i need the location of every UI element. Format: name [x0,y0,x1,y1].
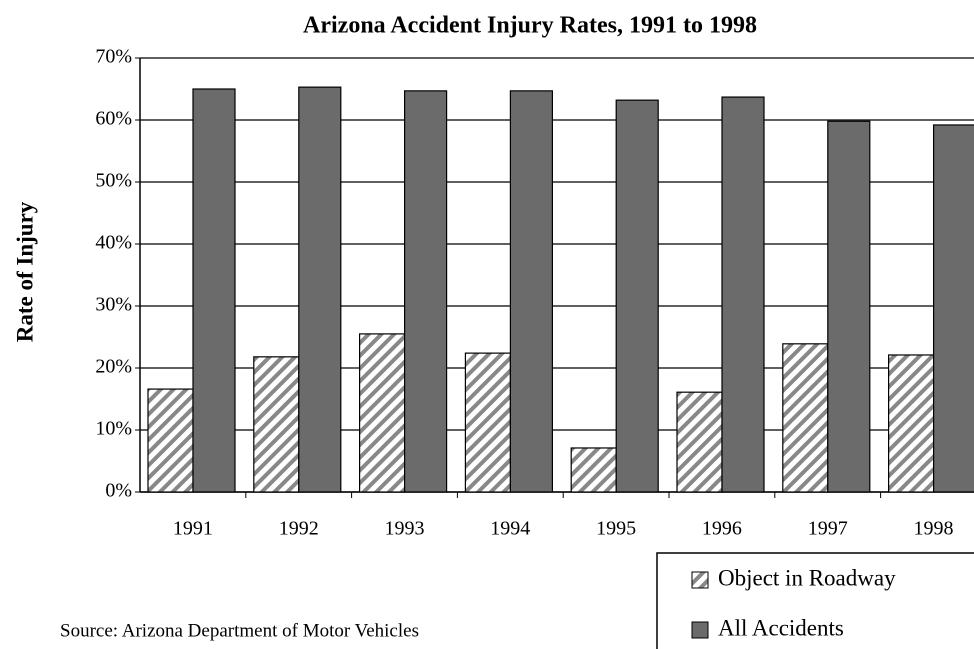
x-tick-label: 1994 [490,518,530,540]
bar [404,90,448,493]
y-tick-label: 30% [95,294,132,316]
x-tick-label: 1992 [279,518,319,540]
legend-swatch [691,621,709,639]
x-tick-label: 1993 [385,518,425,540]
legend-swatch [691,571,709,589]
source-note: Source: Arizona Department of Motor Vehi… [60,620,419,641]
bar [570,447,617,493]
bar [464,352,511,493]
bar [721,96,765,493]
y-tick-label: 0% [105,480,132,502]
bar [147,388,194,493]
bar [782,343,829,493]
chart-title: Arizona Accident Injury Rates, 1991 to 1… [303,13,757,39]
legend-box [656,552,974,649]
x-tick-label: 1997 [808,518,848,540]
bar [615,99,659,493]
x-tick-label: 1998 [914,518,954,540]
y-axis-label: Rate of Injury [12,201,37,342]
x-tick-label: 1996 [702,518,742,540]
y-tick-label: 40% [95,232,132,254]
bar [932,124,974,493]
bar [887,354,935,493]
bar [359,333,406,493]
legend-label: Object in Roadway [718,565,896,590]
y-tick-label: 50% [95,170,132,192]
y-tick-label: 70% [95,46,132,68]
bar [827,120,871,493]
y-tick-label: 10% [95,418,132,440]
legend-label: All Accidents [718,615,844,640]
x-tick-label: 1995 [596,518,636,540]
bar [676,391,723,493]
bar [298,86,342,493]
bar [253,356,300,493]
x-tick-label: 1991 [173,518,213,540]
bar [509,90,553,493]
y-tick-label: 20% [95,356,132,378]
y-tick-label: 60% [95,108,132,130]
bar [192,88,236,493]
